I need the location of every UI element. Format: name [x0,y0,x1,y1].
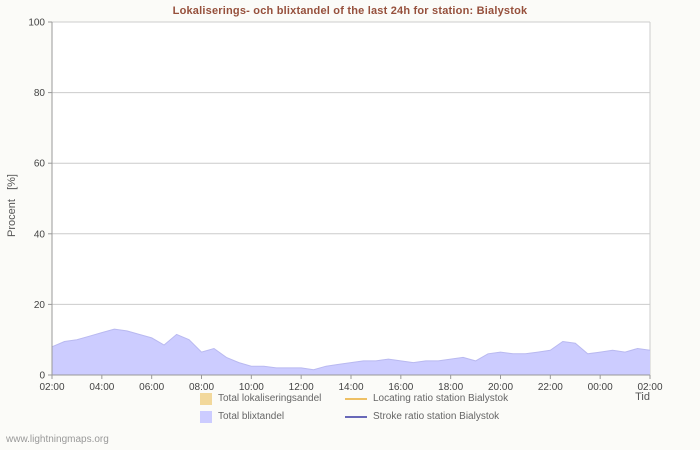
legend-label-locating-ratio: Locating ratio station Bialystok [373,393,509,404]
legend-swatch-stroke-ratio [345,415,367,418]
x-axis-label: Tid [635,391,650,403]
x-tick-label: 16:00 [388,382,413,393]
legend-item-total-lokaliseringsandel: Total lokaliseringsandel [200,392,345,405]
y-tick-label: 60 [34,159,46,170]
watermark-link: www.lightningmaps.org [6,434,109,445]
x-tick-label: 10:00 [239,382,264,393]
legend-column-areas: Total lokaliseringsandel Total blixtande… [200,392,345,423]
x-tick-label: 06:00 [139,382,164,393]
blixtandel-area-edge [51,328,651,371]
x-tick-label: 22:00 [538,382,563,393]
y-tick-label: 40 [34,229,46,240]
x-tick-label: 04:00 [89,382,114,393]
x-tick-label: 14:00 [338,382,363,393]
y-axis-label: Procent [%] [6,174,18,237]
legend-label-stroke-ratio: Stroke ratio station Bialystok [373,411,500,422]
legend: Total lokaliseringsandel Total blixtande… [200,392,508,423]
x-tick-label: 02:00 [637,382,662,393]
chart-title: Lokaliserings- och blixtandel of the las… [172,5,528,17]
legend-swatch-total-lokaliseringsandel [200,392,212,405]
x-tick-label: 12:00 [289,382,314,393]
legend-swatch-total-blixtandel [200,410,212,423]
x-tick-label: 02:00 [39,382,64,393]
legend-label-total-lokaliseringsandel: Total lokaliseringsandel [218,393,322,404]
x-tick-label: 00:00 [588,382,613,393]
legend-item-locating-ratio: Locating ratio station Bialystok [345,392,508,405]
plot-background [52,22,650,375]
legend-item-stroke-ratio: Stroke ratio station Bialystok [345,410,508,423]
y-tick-label: 0 [39,371,45,382]
y-tick-label: 20 [34,300,46,311]
y-tick-label: 100 [28,18,45,29]
legend-label-total-blixtandel: Total blixtandel [218,411,285,422]
x-tick-label: 20:00 [488,382,513,393]
y-tick-label: 80 [34,88,46,99]
legend-swatch-locating-ratio [345,397,367,400]
legend-column-lines: Locating ratio station Bialystok Stroke … [345,392,508,423]
blixtandel-area [52,329,650,375]
legend-item-total-blixtandel: Total blixtandel [200,410,345,423]
x-tick-label: 18:00 [438,382,463,393]
x-tick-label: 08:00 [189,382,214,393]
